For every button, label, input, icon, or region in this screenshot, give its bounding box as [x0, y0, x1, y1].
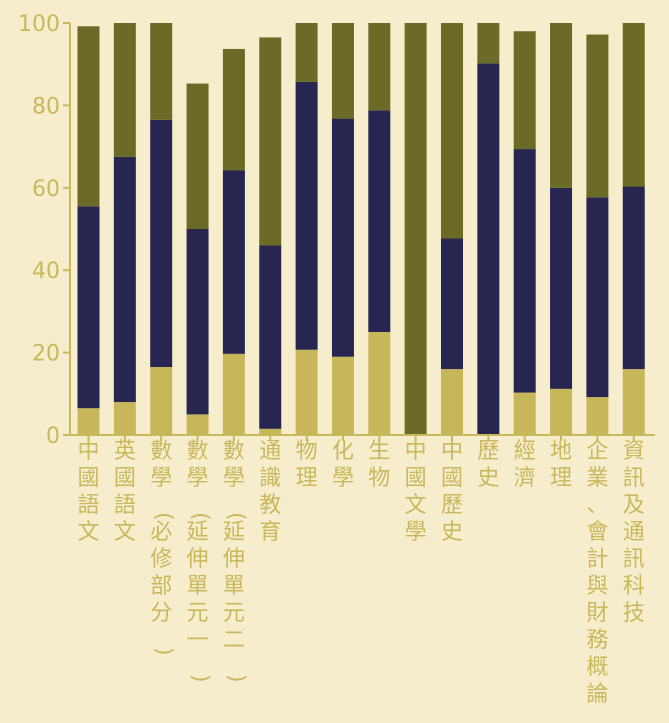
- bar-segment: [441, 238, 463, 370]
- bar-segment: [331, 356, 354, 435]
- y-axis: 0 20 40 60 80 100: [18, 12, 71, 449]
- x-category-label: 英國語文: [114, 439, 136, 545]
- bar-segment: [113, 156, 136, 403]
- bar-segment: [295, 23, 318, 82]
- bar-segment: [477, 63, 500, 435]
- bar-segment: [622, 23, 645, 187]
- bar-segment: [186, 414, 209, 435]
- x-category-label: 經濟: [514, 439, 536, 491]
- bar-segment: [586, 197, 609, 398]
- bar-segment: [259, 37, 282, 246]
- x-category-label: 中國歷史: [441, 439, 463, 545]
- bar-segment: [331, 118, 354, 357]
- bar-segment: [441, 369, 463, 435]
- x-category-label: 數學(必修部分): [150, 439, 176, 656]
- bar-segment: [513, 392, 536, 435]
- x-category-label: 通識教育: [259, 439, 281, 545]
- bar-segment: [150, 367, 173, 435]
- bar-segment: [150, 23, 173, 120]
- bar-segment: [150, 119, 173, 368]
- x-category-label: 生物: [368, 439, 390, 491]
- x-category-label: 歷史: [477, 439, 499, 491]
- bar-segment: [550, 388, 573, 435]
- bar-segment: [77, 206, 100, 409]
- bar-segment: [222, 48, 245, 171]
- bar-segment: [441, 23, 463, 239]
- bar-segment: [77, 408, 100, 435]
- y-tick-label: 80: [32, 94, 60, 119]
- bar-segment: [77, 26, 100, 207]
- x-category-label: 化學: [332, 439, 354, 491]
- x-category-label: 企業、會計與財務概論: [586, 439, 608, 707]
- bar-segment: [331, 23, 354, 119]
- x-category-label: 數學(延伸單元二): [223, 439, 249, 683]
- bar-segment: [186, 229, 209, 415]
- bar-segment: [404, 23, 427, 435]
- bar-segment: [513, 149, 536, 393]
- bar-segment: [186, 83, 209, 230]
- y-tick-label: 100: [18, 12, 60, 37]
- bar-segment: [513, 31, 536, 150]
- x-category-label: 地理: [550, 439, 572, 491]
- bar-segment: [368, 332, 391, 435]
- bar-segment: [113, 402, 136, 435]
- y-tick-label: 60: [32, 177, 60, 202]
- bar-segment: [550, 187, 573, 389]
- y-tick-label: 40: [32, 259, 60, 284]
- bar-segment: [222, 353, 245, 435]
- bar-segment: [259, 428, 282, 435]
- bar-segment: [295, 349, 318, 435]
- bar-segment: [295, 81, 318, 350]
- x-category-label: 物理: [296, 439, 318, 491]
- bar-segment: [222, 170, 245, 354]
- bar-segment: [622, 186, 645, 370]
- bar-segment: [368, 110, 391, 333]
- bar-segment: [368, 23, 391, 111]
- bars: [77, 23, 645, 435]
- x-category-label: 數學(延伸單元一): [187, 439, 213, 683]
- bar-segment: [259, 245, 282, 429]
- x-category-label: 資訊及通訊科技: [623, 439, 645, 626]
- bar-segment: [550, 23, 573, 188]
- bar-segment: [586, 397, 609, 435]
- x-category-label: 中國文學: [405, 439, 427, 545]
- bar-segment: [622, 369, 645, 435]
- bar-segment: [113, 23, 136, 157]
- bar-segment: [477, 23, 500, 64]
- y-tick-label: 0: [46, 424, 60, 449]
- bar-segment: [586, 34, 609, 198]
- y-tick-label: 20: [32, 342, 60, 367]
- x-category-label: 中國語文: [77, 439, 99, 545]
